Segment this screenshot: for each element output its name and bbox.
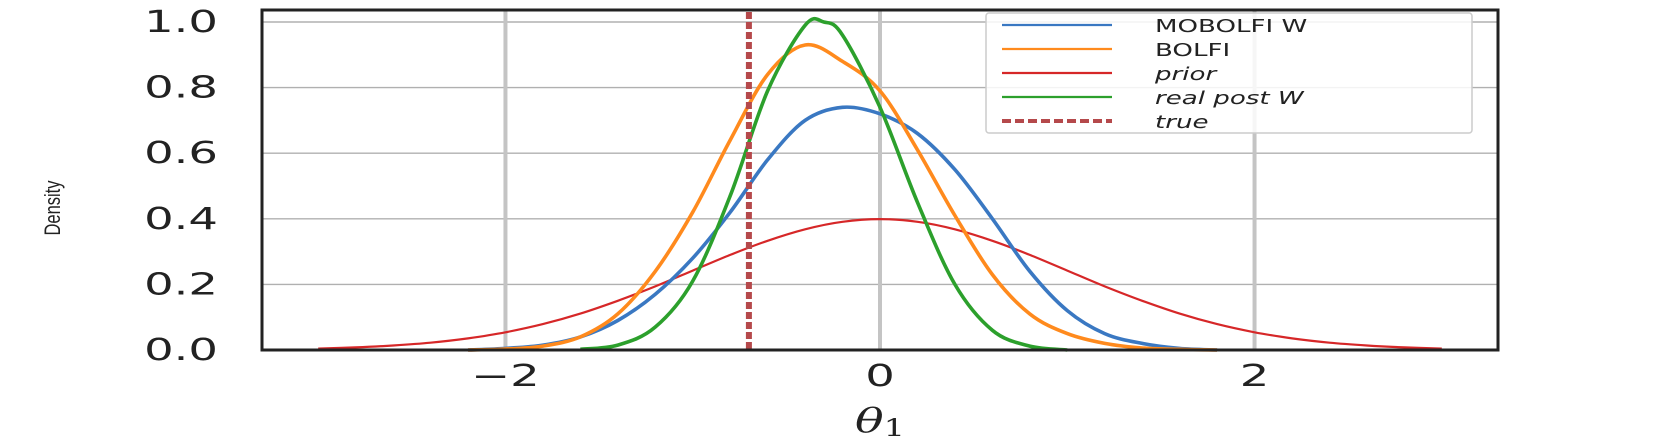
x-axis-label-subscript: 1	[884, 414, 905, 436]
x-tick-labels: −2 0 2	[471, 359, 1269, 394]
series-line-real-post-w	[580, 16, 1068, 352]
y-tick-label: 0.0	[144, 333, 218, 368]
series-lines	[318, 16, 1442, 352]
y-axis-label: Density	[41, 180, 66, 235]
series-line-prior	[318, 218, 1442, 350]
x-tick-label: −2	[471, 359, 540, 394]
legend-label: BOLFI	[1155, 40, 1230, 61]
series-line-bolfi	[467, 42, 1218, 352]
y-tick-labels: 0.0 0.2 0.4 0.6 0.8 1.0	[144, 5, 218, 368]
x-tick-label: 0	[865, 359, 895, 394]
y-tick-label: 0.4	[144, 202, 218, 237]
legend-label: real post W	[1155, 88, 1305, 109]
legend: MOBOLFI W BOLFI prior real post W true	[985, 12, 1473, 134]
y-tick-label: 0.8	[144, 71, 218, 106]
plot-frame	[260, 8, 1500, 352]
x-axis-label: θ1	[855, 401, 905, 436]
y-tick-label: 0.2	[144, 268, 218, 303]
legend-label: prior	[1154, 64, 1218, 85]
legend-box	[985, 12, 1473, 134]
y-tick-label: 1.0	[144, 5, 218, 40]
x-tick-label: 2	[1240, 359, 1270, 394]
y-tick-label: 0.6	[144, 136, 218, 171]
legend-label: MOBOLFI W	[1155, 16, 1307, 37]
legend-label: true	[1155, 112, 1209, 133]
x-axis-label-main: θ	[855, 401, 884, 436]
